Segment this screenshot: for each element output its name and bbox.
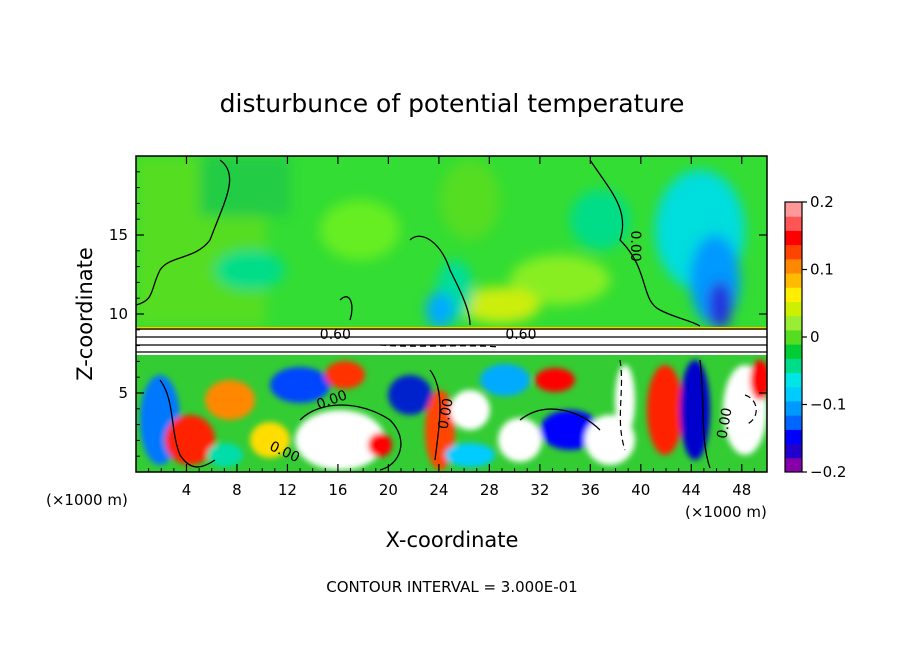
contour-label: 0.00 xyxy=(714,406,735,439)
colorbar-tick-label: 0.1 xyxy=(810,261,834,279)
x-tick-label: 24 xyxy=(429,481,448,499)
x-tick-label: 28 xyxy=(480,481,499,499)
y-axis: 5 10 15 xyxy=(109,171,767,457)
colorbar-swatch xyxy=(785,329,802,345)
x-tick-label: 40 xyxy=(631,481,650,499)
x-tick-label: 32 xyxy=(530,481,549,499)
colorbar-swatch xyxy=(785,273,802,288)
colorbar-swatch xyxy=(785,358,802,374)
colorbar-swatch xyxy=(785,315,802,331)
x-tick-label: 36 xyxy=(581,481,600,499)
x-tick-label: 4 xyxy=(182,481,192,499)
y-axis-label: Z-coordinate xyxy=(73,247,97,381)
colorbar-swatch xyxy=(785,258,802,274)
x-tick-label: 12 xyxy=(278,481,297,499)
colorbar-swatch xyxy=(785,372,802,388)
contour-label: 0.00 xyxy=(436,397,457,430)
colorbar-swatch xyxy=(785,415,802,430)
contour-label: 0.60 xyxy=(505,327,536,343)
colorbar-tick-label: 0 xyxy=(810,328,820,346)
x-tick-label: 48 xyxy=(732,481,751,499)
y-tick-label: 10 xyxy=(109,305,128,323)
contour-label: 0.60 xyxy=(320,327,351,343)
x-unit-note-left: (×1000 m) xyxy=(46,491,128,509)
colorbar-swatch xyxy=(785,400,802,416)
colorbar-swatch xyxy=(785,457,802,473)
x-unit-note-right: (×1000 m) xyxy=(685,503,767,521)
x-tick-label: 8 xyxy=(232,481,242,499)
chart-title: disturbunce of potential temperature xyxy=(220,89,685,118)
colorbar-swatch xyxy=(785,301,802,317)
y-tick-label: 5 xyxy=(118,384,128,402)
x-axis-label: X-coordinate xyxy=(386,528,519,552)
x-axis: 4 8 12 16 20 24 28 32 36 40 44 48 xyxy=(148,156,755,499)
colorbar-swatch xyxy=(785,216,802,231)
contour-label: 0.00 xyxy=(627,230,643,261)
colorbar-swatch xyxy=(785,230,802,246)
heatmap-field xyxy=(136,156,767,472)
colorbar-swatch xyxy=(785,202,802,217)
colorbar-swatch xyxy=(785,443,802,459)
x-tick-label: 16 xyxy=(328,481,347,499)
x-tick-label: 44 xyxy=(682,481,701,499)
colorbar-tick-label: −0.1 xyxy=(810,396,846,414)
footer-note: CONTOUR INTERVAL = 3.000E-01 xyxy=(326,578,577,596)
colorbar: 0.2 0.1 0 −0.1 −0.2 xyxy=(784,193,846,481)
colorbar-swatch xyxy=(785,429,802,445)
colorbar-tick-label: −0.2 xyxy=(810,463,846,481)
colorbar-swatch xyxy=(785,386,802,402)
y-tick-label: 15 xyxy=(109,226,128,244)
x-tick-label: 20 xyxy=(379,481,398,499)
colorbar-swatch xyxy=(785,344,802,359)
colorbar-swatch xyxy=(785,287,802,302)
colorbar-swatch xyxy=(785,244,802,260)
colorbar-tick-label: 0.2 xyxy=(810,193,834,211)
